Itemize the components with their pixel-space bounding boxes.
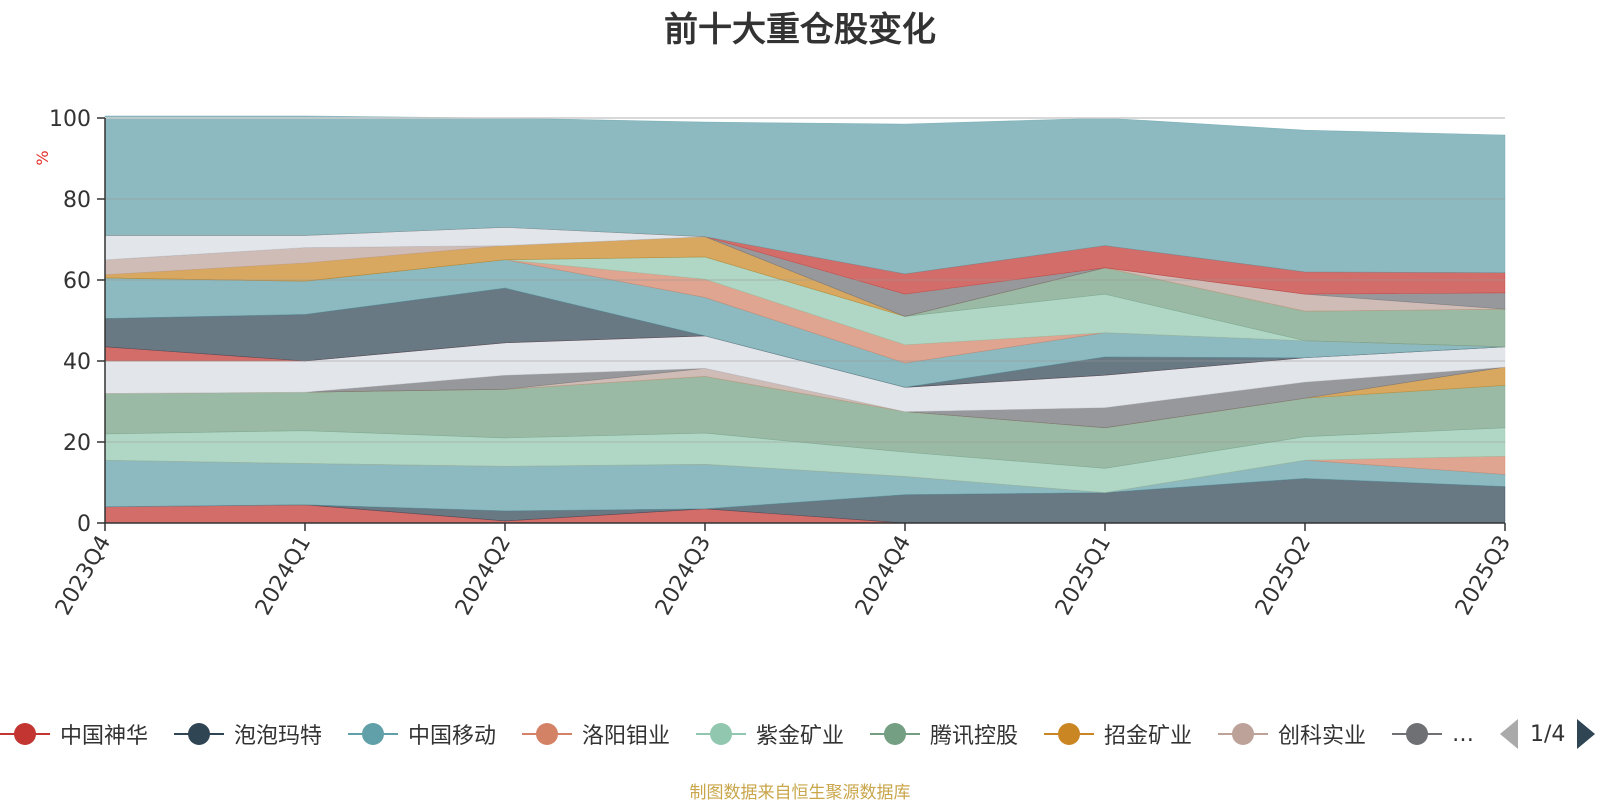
legend-marker-icon bbox=[696, 721, 746, 747]
legend-marker-dot bbox=[188, 723, 210, 745]
legend-item[interactable]: 腾讯控股 bbox=[870, 712, 1018, 756]
x-tick-label: 2023Q4 bbox=[51, 532, 116, 620]
legend-item[interactable]: 洛阳钼业 bbox=[522, 712, 670, 756]
y-tick-label: 0 bbox=[77, 512, 91, 537]
legend-marker-icon bbox=[174, 721, 224, 747]
legend-marker-icon bbox=[1392, 721, 1442, 747]
legend-marker-icon bbox=[1218, 721, 1268, 747]
grid-lines bbox=[105, 117, 1505, 443]
y-tick-label: 40 bbox=[63, 350, 91, 375]
legend-item[interactable]: 中国神华 bbox=[0, 712, 148, 756]
y-tick-label: 20 bbox=[63, 431, 91, 456]
x-tick-label: 2024Q3 bbox=[651, 532, 716, 620]
y-axis-label: % bbox=[33, 150, 52, 165]
legend-label: … bbox=[1452, 721, 1474, 747]
legend-item[interactable]: … bbox=[1392, 712, 1474, 756]
legend-label: 中国移动 bbox=[408, 724, 497, 749]
legend-item[interactable]: 中国移动 bbox=[348, 712, 496, 756]
pager-next-icon[interactable] bbox=[1577, 719, 1596, 749]
x-tick-label: 2025Q2 bbox=[1251, 532, 1316, 620]
legend-marker-icon bbox=[522, 721, 572, 747]
legend-marker-icon bbox=[870, 721, 920, 747]
pager-prev-icon[interactable] bbox=[1500, 719, 1518, 749]
legend-marker-dot bbox=[362, 723, 384, 745]
legend-label: 泡泡玛特 bbox=[234, 724, 323, 749]
legend-item[interactable]: 创科实业 bbox=[1218, 712, 1366, 756]
source-footer: 制图数据来自恒生聚源数据库 bbox=[689, 783, 911, 803]
legend-label: 洛阳钼业 bbox=[582, 724, 671, 749]
legend-label: 招金矿业 bbox=[1104, 724, 1193, 749]
x-tick-label: 2024Q2 bbox=[451, 532, 516, 620]
legend-label: 创科实业 bbox=[1278, 724, 1367, 749]
x-tick-label: 2024Q4 bbox=[851, 532, 916, 620]
legend-marker-dot bbox=[710, 723, 732, 745]
legend: 中国神华 泡泡玛特 中国移动 洛阳钼业 紫金矿业 腾讯控股 招金矿业 创科实业 … bbox=[0, 712, 1480, 756]
legend-label: 紫金矿业 bbox=[756, 724, 845, 749]
chart-title: 前十大重仓股变化 bbox=[664, 10, 936, 50]
y-tick-label: 60 bbox=[63, 269, 91, 294]
legend-pager: 1/4 bbox=[1500, 716, 1596, 752]
legend-marker-dot bbox=[1058, 723, 1080, 745]
legend-marker-dot bbox=[884, 723, 906, 745]
legend-label: 中国神华 bbox=[60, 724, 149, 749]
area-series-22 bbox=[104, 115, 1506, 275]
x-tick-label: 2024Q1 bbox=[251, 532, 316, 620]
legend-item[interactable]: 紫金矿业 bbox=[696, 712, 844, 756]
legend-marker-icon bbox=[1044, 721, 1094, 747]
pager-text: 1/4 bbox=[1530, 721, 1566, 747]
x-tick-label: 2025Q1 bbox=[1051, 532, 1116, 620]
legend-marker-icon bbox=[0, 721, 50, 747]
x-tick-label: 2025Q3 bbox=[1451, 532, 1516, 620]
area-layers bbox=[104, 115, 1506, 524]
legend-item[interactable]: 泡泡玛特 bbox=[174, 712, 322, 756]
legend-item[interactable]: 招金矿业 bbox=[1044, 712, 1192, 756]
legend-marker-dot bbox=[536, 723, 558, 745]
legend-marker-dot bbox=[1406, 723, 1428, 745]
legend-marker-icon bbox=[348, 721, 398, 747]
y-tick-label: 100 bbox=[49, 107, 91, 132]
y-tick-label: 80 bbox=[63, 188, 91, 213]
legend-label: 腾讯控股 bbox=[930, 724, 1019, 749]
legend-marker-dot bbox=[1232, 723, 1254, 745]
legend-marker-dot bbox=[14, 723, 36, 745]
